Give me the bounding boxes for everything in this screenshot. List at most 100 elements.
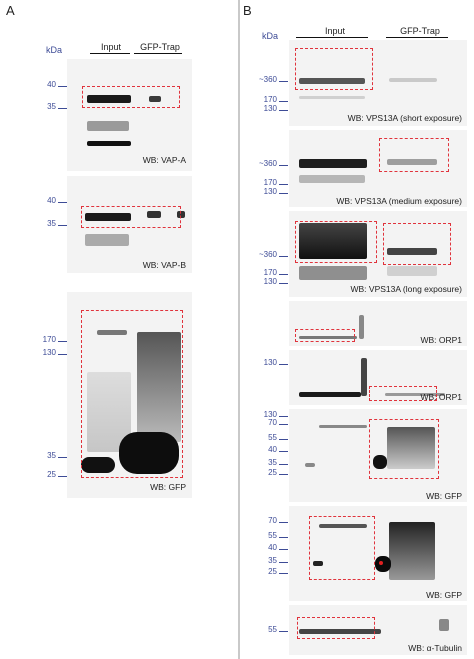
- highlight-box: [369, 419, 439, 479]
- blot-vps13a-long: WB: VPS13A (long exposure): [289, 211, 467, 297]
- highlight-box: [309, 516, 375, 580]
- marker-label: ~360: [258, 250, 277, 259]
- blot-label: WB: ORP1: [420, 392, 462, 402]
- blot-vps13a-medium: WB: VPS13A (medium exposure): [289, 130, 467, 207]
- marker-tick: [279, 573, 288, 574]
- band: [299, 223, 367, 259]
- smear: [389, 522, 435, 580]
- blot-vps13a-short: WB: VPS13A (short exposure): [289, 40, 467, 126]
- marker-label: ~360: [258, 159, 277, 168]
- blot-orp1-1: WB: ORP1: [289, 301, 467, 346]
- band: [299, 336, 357, 339]
- band: [149, 96, 161, 102]
- marker-label: 35: [47, 102, 56, 111]
- blot-label: WB: GFP: [150, 482, 186, 492]
- marker-label: 35: [47, 219, 56, 228]
- marker-tick: [279, 474, 288, 475]
- band: [319, 524, 367, 528]
- highlight-box: [369, 386, 437, 401]
- marker-label: 55: [268, 625, 277, 634]
- band: [177, 211, 185, 218]
- band: [87, 141, 131, 146]
- highlight-box: [81, 206, 181, 228]
- marker-tick: [58, 354, 67, 355]
- marker-label: 170: [263, 178, 277, 187]
- marker-tick: [279, 424, 288, 425]
- band: [439, 619, 449, 631]
- marker-label: 35: [268, 458, 277, 467]
- band: [387, 159, 437, 165]
- blot-gfp-a: WB: GFP: [67, 292, 192, 498]
- highlight-box: [82, 86, 180, 108]
- band: [299, 266, 367, 280]
- band: [375, 556, 391, 572]
- blot-label: WB: VPS13A (medium exposure): [336, 196, 462, 206]
- blot-label: WB: VAP-B: [142, 260, 186, 270]
- blot-label: WB: ORP1: [420, 335, 462, 345]
- blot-label: WB: VAP-A: [142, 155, 186, 165]
- red-marker-dot: [379, 561, 383, 565]
- highlight-box: [379, 138, 449, 172]
- marker-tick: [279, 193, 288, 194]
- marker-label: 40: [268, 445, 277, 454]
- marker-tick: [58, 225, 67, 226]
- blot-label: WB: VPS13A (long exposure): [350, 284, 462, 294]
- band: [319, 425, 367, 428]
- panel-b-kda: kDa: [262, 31, 279, 41]
- marker-label: 130: [263, 187, 277, 196]
- marker-label: 170: [42, 335, 56, 344]
- panel-b-input-header: Input: [324, 26, 346, 36]
- marker-tick: [279, 451, 288, 452]
- marker-tick: [279, 81, 288, 82]
- marker-tick: [279, 631, 288, 632]
- smear: [387, 427, 435, 469]
- band: [299, 96, 365, 99]
- band: [299, 392, 361, 397]
- blot-vap-b: WB: VAP-B: [67, 176, 192, 273]
- marker-tick: [279, 101, 288, 102]
- band: [87, 95, 131, 103]
- marker-label: 130: [42, 348, 56, 357]
- blot-gfp-b1: WB: GFP: [289, 409, 467, 502]
- panel-b-gfptrap-header: GFP-Trap: [400, 26, 440, 36]
- marker-tick: [279, 537, 288, 538]
- band: [385, 393, 445, 396]
- marker-label: 70: [268, 418, 277, 427]
- marker-label: 130: [263, 104, 277, 113]
- highlight-box: [297, 617, 375, 639]
- panel-a-kda: kDa: [46, 45, 63, 55]
- marker-label: 35: [268, 556, 277, 565]
- panel-a-input-bar: [90, 53, 130, 54]
- marker-tick: [279, 464, 288, 465]
- panel-b-letter: B: [243, 3, 252, 18]
- blot-label: WB: GFP: [426, 590, 462, 600]
- marker-label: 25: [268, 567, 277, 576]
- marker-tick: [279, 439, 288, 440]
- band: [87, 121, 129, 131]
- band: [359, 315, 364, 339]
- band: [387, 248, 437, 255]
- marker-tick: [58, 108, 67, 109]
- marker-label: 40: [47, 196, 56, 205]
- marker-tick: [279, 283, 288, 284]
- marker-label: 170: [263, 268, 277, 277]
- highlight-box: [295, 48, 373, 90]
- marker-label: 55: [268, 433, 277, 442]
- marker-tick: [279, 364, 288, 365]
- marker-tick: [279, 184, 288, 185]
- band: [119, 432, 179, 474]
- marker-label: 130: [263, 410, 277, 419]
- band: [299, 78, 365, 84]
- blot-label: WB: GFP: [426, 491, 462, 501]
- marker-tick: [279, 562, 288, 563]
- band: [85, 234, 129, 246]
- marker-label: 170: [263, 95, 277, 104]
- marker-label: 70: [268, 516, 277, 525]
- marker-tick: [58, 457, 67, 458]
- band: [373, 455, 387, 469]
- panel-a-input-header: Input: [100, 42, 122, 52]
- marker-tick: [58, 202, 67, 203]
- panel-a-gfptrap-header: GFP-Trap: [140, 42, 180, 52]
- marker-label: 40: [268, 543, 277, 552]
- panel-b-gfptrap-bar: [386, 37, 448, 38]
